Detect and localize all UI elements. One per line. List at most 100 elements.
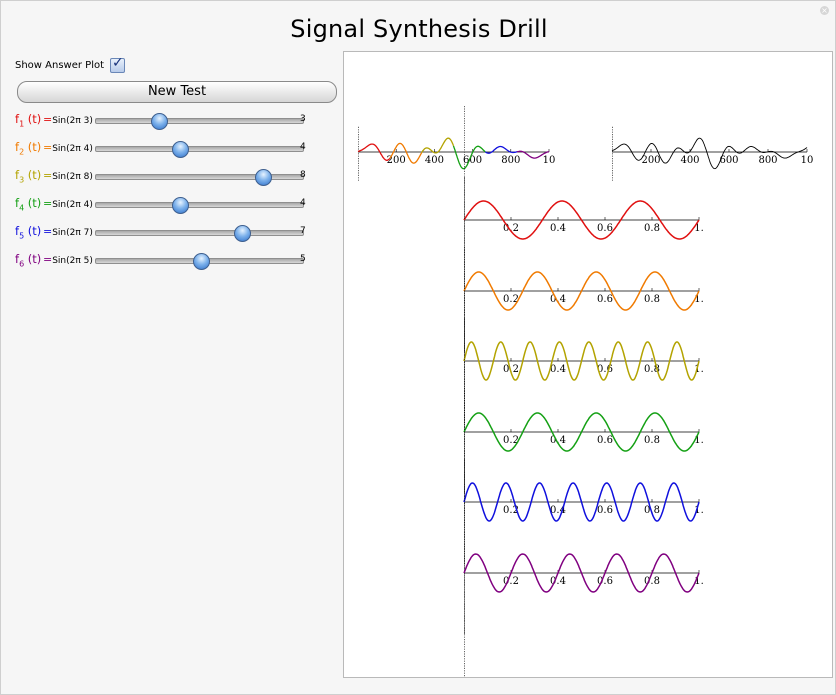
- equals-sign: =: [43, 141, 53, 154]
- sine-plot-f1: 0.2 0.4 0.6 0.8 1.: [464, 106, 704, 353]
- function-arg: (t): [24, 168, 42, 182]
- composite-segment-line: [389, 142, 423, 164]
- function-name: f: [15, 224, 20, 238]
- plot-area: 200 400 600 800 10 200 400 600 800 10 0.2 0.4 0.6 0.8…: [343, 51, 833, 695]
- formula-label: =Sin(2π 3): [43, 113, 93, 126]
- answer-line: [611, 137, 808, 170]
- x-tick-label: 0.6: [597, 505, 613, 516]
- slider-knob[interactable]: [151, 113, 169, 130]
- x-tick-label: 400: [425, 155, 444, 166]
- formula-text: Sin(2π 4): [52, 200, 93, 210]
- function-index: 2: [19, 147, 25, 157]
- x-tick-label: 1.: [694, 364, 704, 375]
- sine-wave-line-f3: [463, 341, 700, 381]
- x-tick-label: 0.8: [644, 505, 660, 516]
- function-label: f1 (t): [15, 112, 41, 128]
- x-tick-label: 800: [501, 155, 520, 166]
- x-tick-label: 0.2: [503, 364, 519, 375]
- x-tick-label: 0.4: [550, 576, 566, 587]
- sine-wave-line-f1: [463, 200, 700, 240]
- function-index: 6: [19, 259, 25, 269]
- x-tick-label: 0.8: [644, 294, 660, 305]
- slider-knob[interactable]: [171, 141, 189, 158]
- function-label: f4 (t): [15, 196, 41, 212]
- composite-segment-line: [516, 150, 550, 159]
- function-index: 1: [19, 119, 25, 129]
- formula-label: =Sin(2π 8): [43, 169, 93, 182]
- formula-label: =Sin(2π 4): [43, 141, 93, 154]
- x-tick-label: 0.8: [644, 223, 660, 234]
- function-name: f: [15, 168, 20, 182]
- slider-value: 3: [300, 114, 306, 124]
- function-arg: (t): [24, 112, 42, 126]
- x-tick-label: 0.4: [550, 223, 566, 234]
- frequency-slider-track[interactable]: [95, 225, 304, 242]
- slider-knob[interactable]: [233, 225, 251, 242]
- sine-wave-line-f5: [463, 482, 700, 522]
- x-tick-label: 600: [719, 155, 738, 166]
- function-arg: (t): [24, 224, 42, 238]
- x-tick-label: 0.4: [550, 435, 566, 446]
- sine-wave-line-f4: [463, 412, 700, 452]
- slider-knob[interactable]: [171, 197, 189, 214]
- slider-value: 8: [300, 170, 306, 180]
- x-tick-label: 10: [801, 155, 814, 166]
- function-name: f: [15, 252, 20, 266]
- x-tick-label: 0.6: [597, 435, 613, 446]
- x-tick-label: 0.8: [644, 435, 660, 446]
- sine-wave-line-f6: [463, 553, 700, 593]
- frequency-slider-track[interactable]: [95, 197, 304, 214]
- x-tick-label: 0.6: [597, 294, 613, 305]
- x-tick-label: 600: [463, 155, 482, 166]
- function-index: 3: [19, 175, 25, 185]
- sine-plot-f4: 0.2 0.4 0.6 0.8 1.: [464, 318, 704, 565]
- slider-value: 7: [300, 226, 306, 236]
- x-tick-label: 0.2: [503, 505, 519, 516]
- function-label: f3 (t): [15, 168, 41, 184]
- plots-svg: 200 400 600 800 10 200 400 600 800 10 0.2 0.4 0.6 0.8…: [357, 106, 814, 695]
- x-tick-label: 0.8: [644, 576, 660, 587]
- equals-sign: =: [43, 169, 53, 182]
- close-icon[interactable]: ×: [820, 6, 829, 15]
- page-title: Signal Synthesis Drill: [290, 15, 548, 43]
- x-tick-label: 0.4: [550, 505, 566, 516]
- x-tick-label: 1.: [694, 435, 704, 446]
- x-tick-label: 0.2: [503, 223, 519, 234]
- x-tick-label: 0.2: [503, 576, 519, 587]
- frequency-slider-track[interactable]: [95, 141, 304, 158]
- show-answer-checkbox[interactable]: ✓: [110, 55, 126, 73]
- x-tick-label: 800: [758, 155, 777, 166]
- x-tick-label: 1.: [694, 505, 704, 516]
- slider-value: 5: [300, 254, 306, 264]
- function-arg: (t): [24, 252, 42, 266]
- new-test-button[interactable]: New Test: [17, 81, 337, 103]
- x-tick-label: 0.6: [597, 364, 613, 375]
- x-tick-label: 0.6: [597, 223, 613, 234]
- x-tick-label: 400: [680, 155, 699, 166]
- x-tick-label: 1.: [694, 576, 704, 587]
- function-index: 5: [19, 231, 25, 241]
- composite-segment-line: [452, 145, 486, 170]
- x-tick-label: 0.2: [503, 294, 519, 305]
- equals-sign: =: [43, 113, 53, 126]
- formula-text: Sin(2π 4): [52, 144, 93, 154]
- x-tick-label: 200: [641, 155, 660, 166]
- function-name: f: [15, 196, 20, 210]
- equals-sign: =: [43, 225, 53, 238]
- formula-label: =Sin(2π 5): [43, 253, 93, 266]
- function-label: f5 (t): [15, 224, 41, 240]
- formula-text: Sin(2π 7): [52, 228, 93, 238]
- frequency-slider-track[interactable]: [95, 253, 304, 270]
- frequency-slider-track[interactable]: [95, 169, 304, 186]
- function-name: f: [15, 112, 20, 126]
- composite-segment-line: [421, 137, 455, 154]
- formula-text: Sin(2π 5): [52, 256, 93, 266]
- frequency-slider-track[interactable]: [95, 113, 304, 130]
- slider-knob[interactable]: [254, 169, 272, 186]
- slider-knob[interactable]: [192, 253, 210, 270]
- function-name: f: [15, 140, 20, 154]
- checkmark-icon: ✓: [112, 55, 124, 71]
- function-label: f2 (t): [15, 140, 41, 156]
- function-arg: (t): [24, 140, 42, 154]
